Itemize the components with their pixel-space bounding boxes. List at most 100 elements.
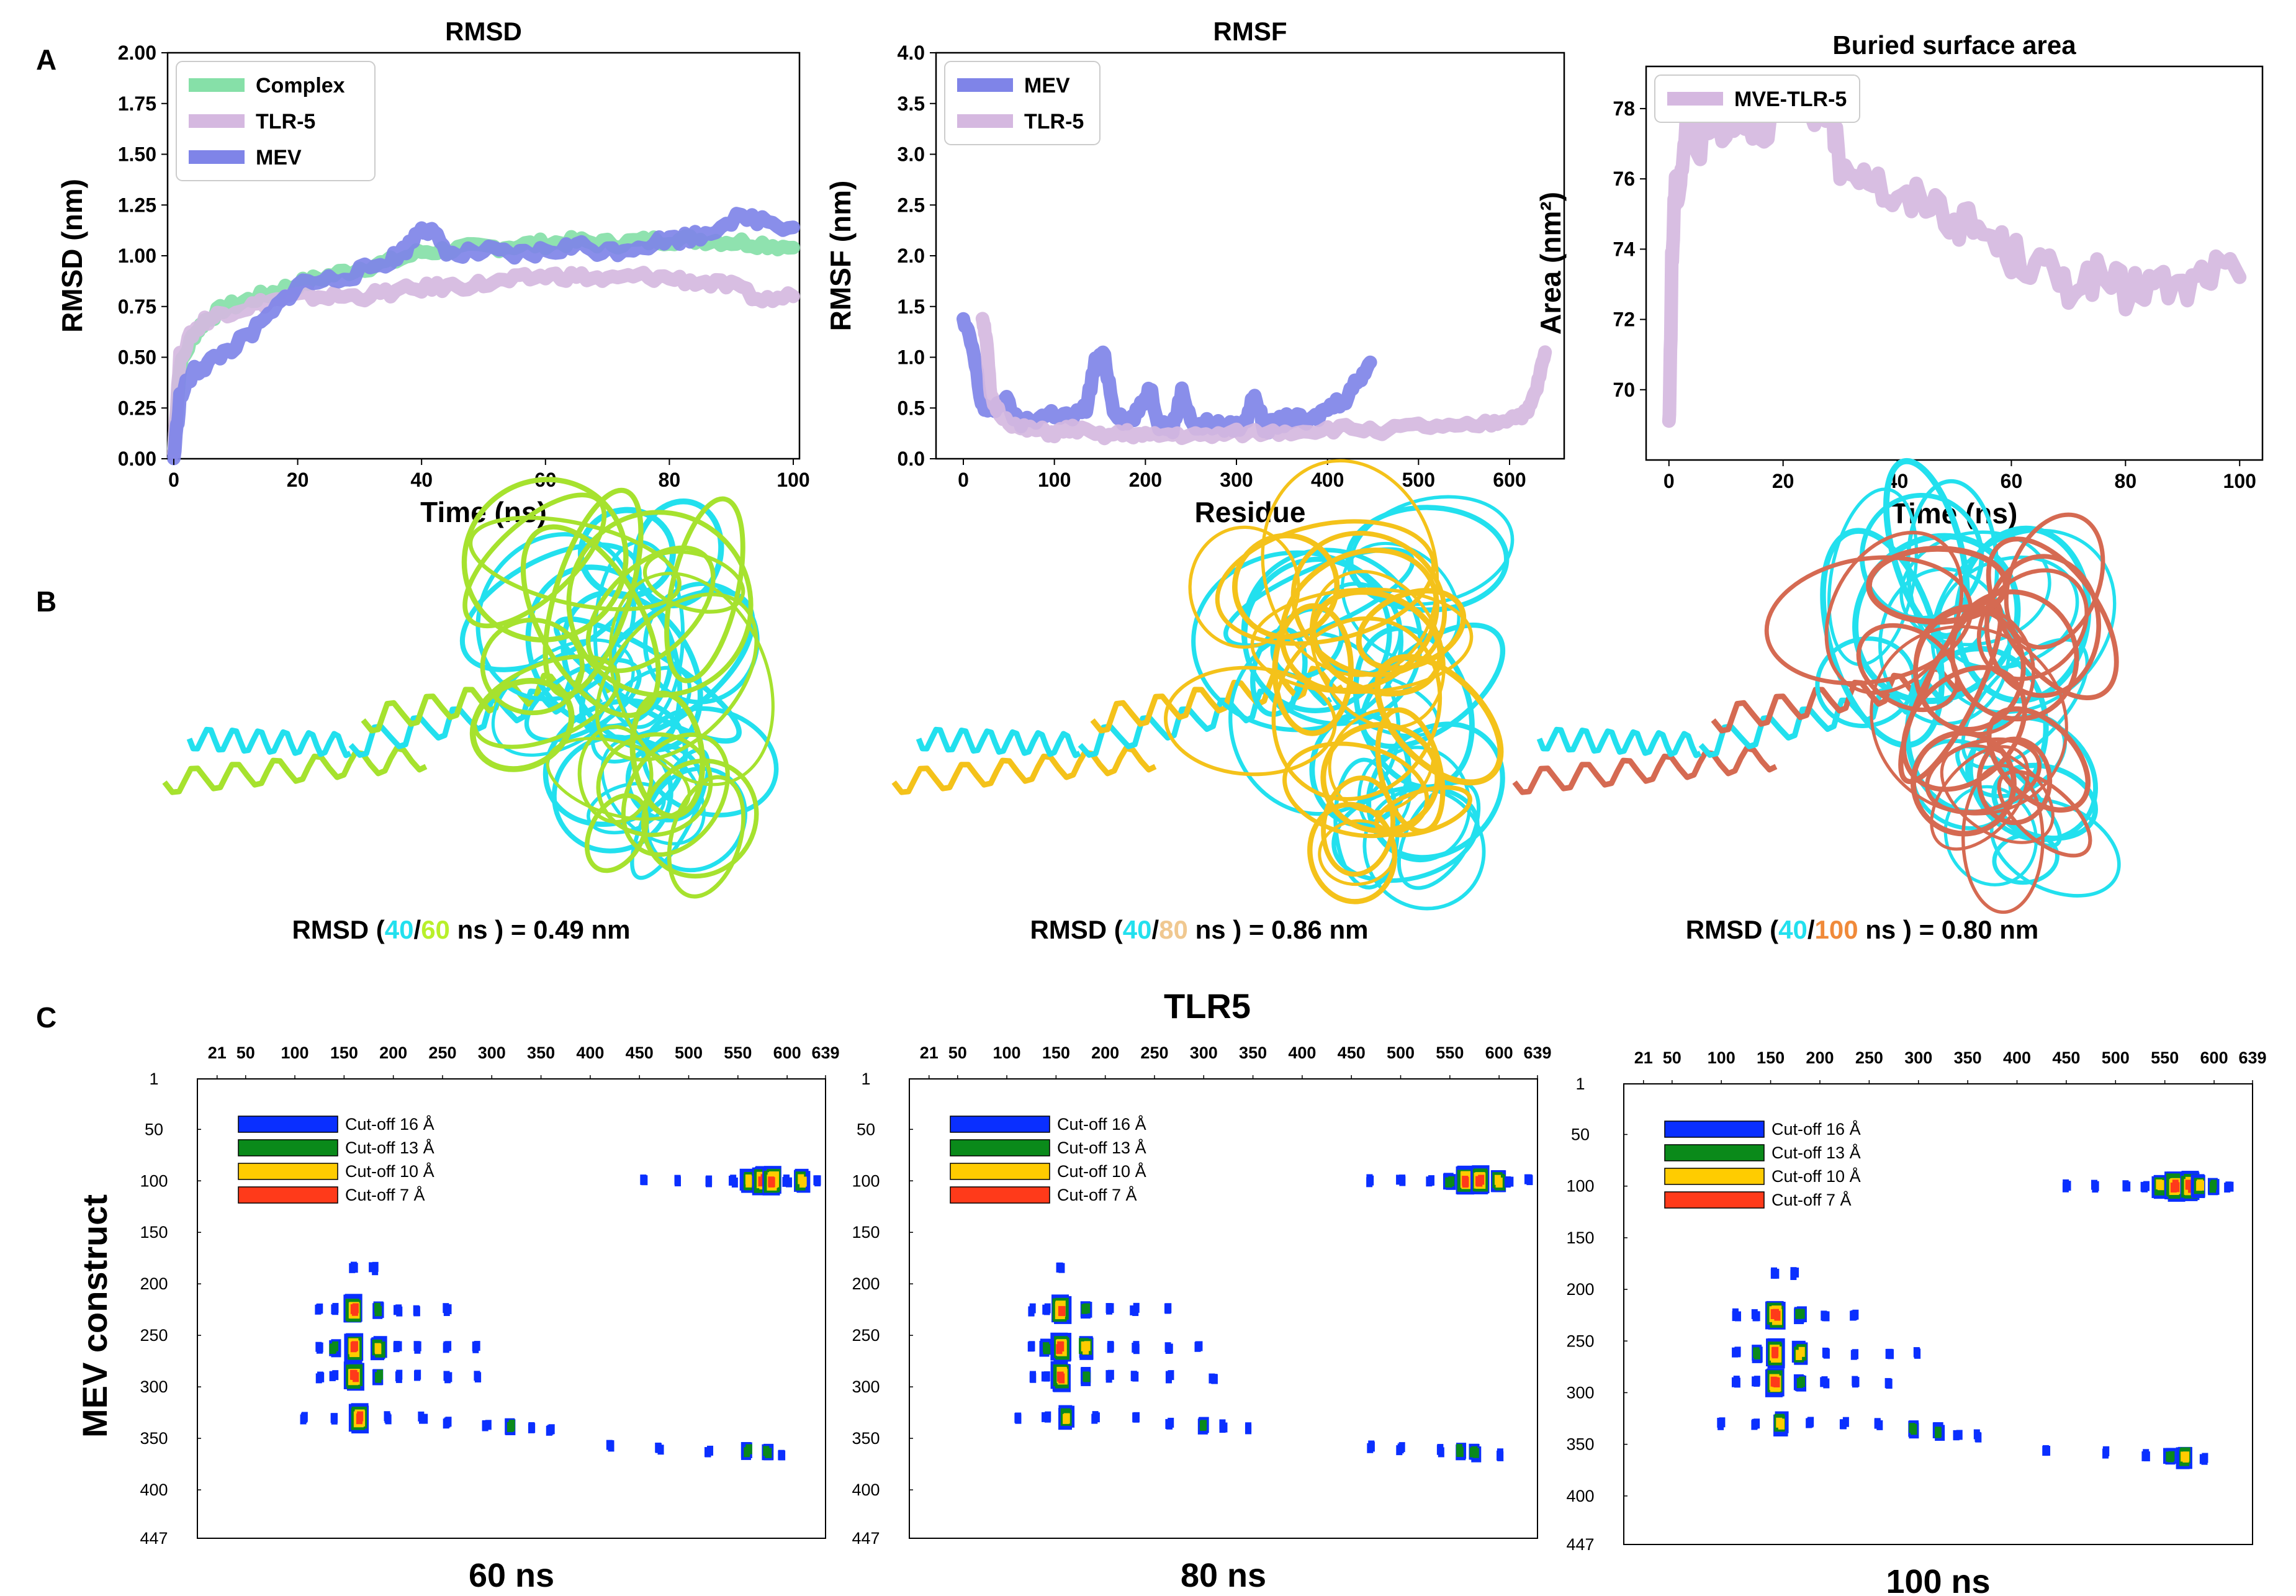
contact-map-100ns-contact-mark <box>1754 1311 1760 1322</box>
contact-map-60ns-contact-mark <box>316 1304 323 1314</box>
lower-domain-loop <box>596 732 713 837</box>
rmsf-x-tick-label: 500 <box>1402 469 1435 491</box>
contact-map-80ns-contact-mark <box>1396 1174 1403 1185</box>
contact-map-100ns-contact-mark <box>1821 1310 1827 1321</box>
contact-map-100ns-contact-mark <box>2092 1181 2099 1191</box>
contact-map-80ns-contact-mark <box>1029 1371 1036 1381</box>
lower-domain-loop <box>1961 764 2045 914</box>
contact-map-80ns-legend-swatch <box>950 1186 1050 1204</box>
contact-map-60ns-contact-mark <box>317 1342 323 1353</box>
contact-map-80ns-y-tick-label: 200 <box>852 1274 880 1293</box>
contact-map-60ns-y-tick-label: 150 <box>140 1223 168 1242</box>
contact-map-100ns-y-tick-label: 447 <box>1566 1535 1594 1554</box>
cyan-helix-left <box>1536 726 1702 759</box>
contact-map-80ns-x-tick-label: 550 <box>1436 1044 1464 1062</box>
contact-map-80ns-y-tick-label: 447 <box>852 1529 880 1548</box>
bsa-y-tick-label: 78 <box>1613 97 1635 120</box>
contact-map-100ns-x-tick-label: 500 <box>2102 1048 2130 1067</box>
lower-domain-loop <box>1321 775 1396 877</box>
lower-domain-loop <box>641 758 759 879</box>
contact-map-100ns-x-tick-label: 150 <box>1757 1048 1785 1067</box>
contact-map-80ns-contact-mark <box>1093 1412 1100 1423</box>
contact-map-60ns-contact-mark <box>546 1425 552 1436</box>
contact-map-60ns-x-tick-label: 50 <box>236 1044 255 1062</box>
contact-map-100ns-contact-mark <box>1935 1427 1942 1437</box>
contact-map-60ns-contact-mark <box>745 1177 752 1188</box>
contact-map-60ns-contact-mark <box>443 1343 449 1353</box>
rmsf-ylabel: RMSF (nm) <box>824 181 857 331</box>
contact-map-80ns-contact-mark <box>1507 1176 1514 1187</box>
rmsd-title: RMSD <box>445 17 522 46</box>
contact-map-60ns-y-tick-label: 300 <box>140 1377 168 1396</box>
contact-map-80ns-contact-mark <box>1168 1417 1174 1428</box>
rmsf-x-tick-label: 600 <box>1493 469 1526 491</box>
contact-map-60ns-contact-mark <box>415 1369 421 1380</box>
contact-map-60ns-contact-mark <box>706 1175 713 1186</box>
rmsf-y-tick-label: 2.0 <box>898 245 925 267</box>
contact-map-100ns-contact-mark <box>1795 1309 1802 1319</box>
contact-map-100ns-contact-mark <box>2062 1182 2069 1192</box>
contact-map-80ns-y-tick-label: 1 <box>861 1070 870 1088</box>
contact-map-60ns-x-tick-label: 450 <box>626 1044 654 1062</box>
rmsd-y-tick-label: 1.25 <box>118 194 156 216</box>
beta-loop <box>1164 665 1337 777</box>
contact-map-100ns-contact-mark <box>2185 1179 2192 1190</box>
contact-map-80ns-legend-label: Cut-off 16 Å <box>1057 1114 1146 1134</box>
contact-map-60ns-contact-mark <box>375 1344 382 1355</box>
contact-map-60ns-legend-swatch <box>238 1139 338 1156</box>
contact-map-80ns-contact-mark <box>1015 1412 1022 1423</box>
contact-map-60ns-contact-mark <box>395 1304 402 1315</box>
contact-map-100ns-contact-mark <box>1772 1346 1779 1357</box>
contact-map-100ns-y-tick-label: 200 <box>1566 1280 1594 1299</box>
bsa-x-tick-label: 60 <box>2001 470 2023 492</box>
contact-map-60ns-legend-label: Cut-off 7 Å <box>345 1185 425 1204</box>
rmsd-y-tick-label: 2.00 <box>118 42 156 64</box>
contact-map-60ns-contact-mark <box>674 1176 681 1187</box>
contact-map-100ns-legend-swatch <box>1664 1144 1765 1161</box>
contact-map-60ns-contact-mark <box>443 1305 450 1316</box>
contact-map-100ns-contact-mark <box>1734 1347 1741 1358</box>
lower-domain-loop <box>629 690 706 819</box>
alt-helix-left <box>162 745 428 795</box>
contact-map-60ns-contact-mark <box>369 1262 376 1273</box>
lower-domain-loop <box>577 724 654 824</box>
contact-map-100ns-contact-mark <box>2122 1181 2129 1192</box>
lower-domain-loop <box>1930 745 2030 851</box>
alt-helix-left <box>891 745 1157 795</box>
contact-map-80ns-contact-mark <box>1438 1447 1444 1458</box>
bsa-x-tick-label: 20 <box>1772 470 1794 492</box>
lower-domain-loop <box>1331 785 1480 883</box>
contact-map-60ns-legend-label: Cut-off 10 Å <box>345 1161 434 1181</box>
contact-map-100ns-x-tick-label: 200 <box>1806 1048 1834 1067</box>
beta-loop <box>480 618 585 716</box>
beta-loop <box>1188 525 1300 649</box>
beta-loop <box>595 592 759 762</box>
contact-map-60ns-y-tick-label: 447 <box>140 1529 168 1548</box>
contact-map-60ns-contact-mark <box>332 1305 339 1315</box>
contact-map-80ns-contact-mark <box>1063 1413 1069 1424</box>
beta-loop <box>1261 459 1439 677</box>
contact-map-60ns-legend-label: Cut-off 16 Å <box>345 1114 434 1134</box>
rmsd-x-tick-label: 0 <box>168 469 179 491</box>
contact-map-80ns-contact-mark <box>1196 1341 1203 1351</box>
contact-map-100ns-contact-mark <box>1798 1309 1805 1319</box>
contact-map-80ns-contact-mark <box>1058 1263 1065 1273</box>
contact-map-80ns-contact-mark <box>1029 1341 1035 1351</box>
rmsf-y-tick-label: 4.0 <box>898 42 925 64</box>
contact-map-80ns-contact-mark <box>1133 1412 1140 1423</box>
contact-map-100ns-x-tick-label: 550 <box>2151 1048 2179 1067</box>
contact-map-100ns-contact-mark <box>2181 1451 2187 1462</box>
contact-map-60ns-contact-mark <box>376 1305 382 1316</box>
caption-time-80: 80 <box>1159 915 1188 944</box>
contact-map-60ns-x-tick-label: 350 <box>527 1044 555 1062</box>
rmsf-title: RMSF <box>1213 17 1287 46</box>
contact-map-80ns-y-tick-label: 150 <box>852 1223 880 1242</box>
contact-map-80ns-x-tick-label: 150 <box>1042 1044 1070 1062</box>
lower-domain-loop <box>667 775 745 899</box>
contact-map-60ns-x-tick-label: 639 <box>811 1044 839 1062</box>
rmsf-y-tick-label: 2.5 <box>898 194 925 216</box>
panel-label-a: A <box>36 43 56 76</box>
contact-map-60ns-contact-mark <box>318 1372 325 1382</box>
contact-map-60ns-contact-mark <box>485 1420 492 1430</box>
